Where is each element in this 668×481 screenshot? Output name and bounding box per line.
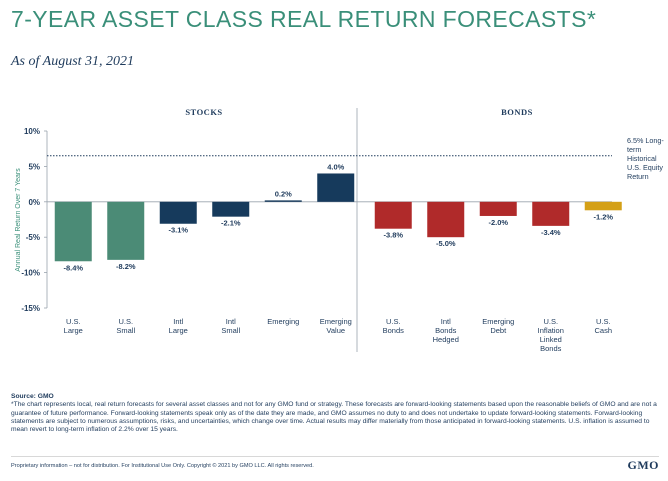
x-category-label: U.S. [118, 317, 133, 326]
x-category-label: Value [326, 326, 345, 335]
y-tick-label: -5% [26, 233, 40, 242]
bar [427, 201, 465, 238]
y-tick-label: 5% [28, 162, 40, 171]
gmo-logo: GMO [627, 458, 659, 472]
disclaimer-text: *The chart represents local, real return… [11, 401, 657, 434]
x-category-label: Bonds [383, 326, 405, 335]
reference-label: term [627, 145, 641, 154]
reference-label: Historical [627, 154, 657, 163]
bar-value-label: -1.2% [593, 212, 613, 221]
bar-value-label: -5.0% [436, 239, 456, 248]
bar-value-label: -8.4% [63, 263, 83, 272]
footer-divider [11, 456, 659, 457]
bar-chart: 10% 5% 0% -5% -10% -15% Annual Real Return Ove… [15, 107, 664, 353]
x-category-label: Large [64, 326, 83, 335]
bar-value-label: -2.0% [488, 218, 508, 227]
bar-value-label: -3.1% [168, 226, 188, 235]
bar-value-label: 4.0% [327, 162, 344, 171]
bar [212, 201, 250, 217]
x-category-label: Intl [226, 317, 236, 326]
x-category-label: Cash [594, 326, 612, 335]
bar [374, 201, 412, 229]
x-category-label: Large [169, 326, 188, 335]
x-category-label: Emerging [320, 317, 352, 326]
bar [584, 201, 622, 211]
x-category-label: Bonds [540, 344, 562, 353]
bar-value-label: -3.4% [541, 228, 561, 237]
source-note: Source: GMO [11, 393, 54, 400]
x-category-label: Small [221, 326, 240, 335]
x-category-label: U.S. [543, 317, 558, 326]
y-tick-label: -10% [21, 269, 40, 278]
bar [264, 200, 302, 202]
x-category-label: Inflation [538, 326, 564, 335]
bar [107, 201, 145, 260]
chart-subtitle: As of August 31, 2021 [11, 54, 135, 69]
y-tick-label: 0% [28, 198, 40, 207]
x-category-label: Intl [173, 317, 183, 326]
reference-label: Return [627, 172, 649, 181]
bar-value-label: -3.8% [383, 231, 403, 240]
group-label-stocks: STOCKS [185, 107, 222, 117]
x-category-label: U.S. [386, 317, 401, 326]
x-category-label: Bonds [435, 326, 457, 335]
bar [532, 201, 570, 226]
x-category-label: Emerging [482, 317, 514, 326]
bar-value-label: 0.2% [275, 189, 292, 198]
y-axis-title: Annual Real Return Over 7 Years [15, 168, 22, 272]
bar [479, 201, 517, 216]
chart-title: 7-YEAR ASSET CLASS REAL RETURN FORECASTS… [11, 6, 597, 32]
x-category-label: Small [116, 326, 135, 335]
reference-label: U.S. Equity [627, 163, 663, 172]
x-category-label: U.S. [66, 317, 81, 326]
footnotes: Source: GMO *The chart represents local,… [11, 393, 659, 434]
y-tick-label: 10% [24, 127, 40, 136]
x-category-label: Debt [490, 326, 507, 335]
bar-value-label: -2.1% [221, 219, 241, 228]
proprietary-note: Proprietary information – not for distri… [11, 463, 314, 469]
group-label-bonds: BONDS [501, 107, 533, 117]
bar-value-label: -8.2% [116, 262, 136, 271]
reference-label: 6.5% Long- [627, 136, 664, 145]
bar [317, 173, 355, 202]
x-category-label: Intl [441, 317, 451, 326]
bar [159, 201, 197, 224]
y-tick-label: -15% [21, 304, 40, 313]
x-category-label: Linked [540, 335, 562, 344]
bar [54, 201, 92, 262]
x-category-label: Hedged [433, 335, 459, 344]
x-category-label: U.S. [596, 317, 611, 326]
x-category-label: Emerging [267, 317, 299, 326]
